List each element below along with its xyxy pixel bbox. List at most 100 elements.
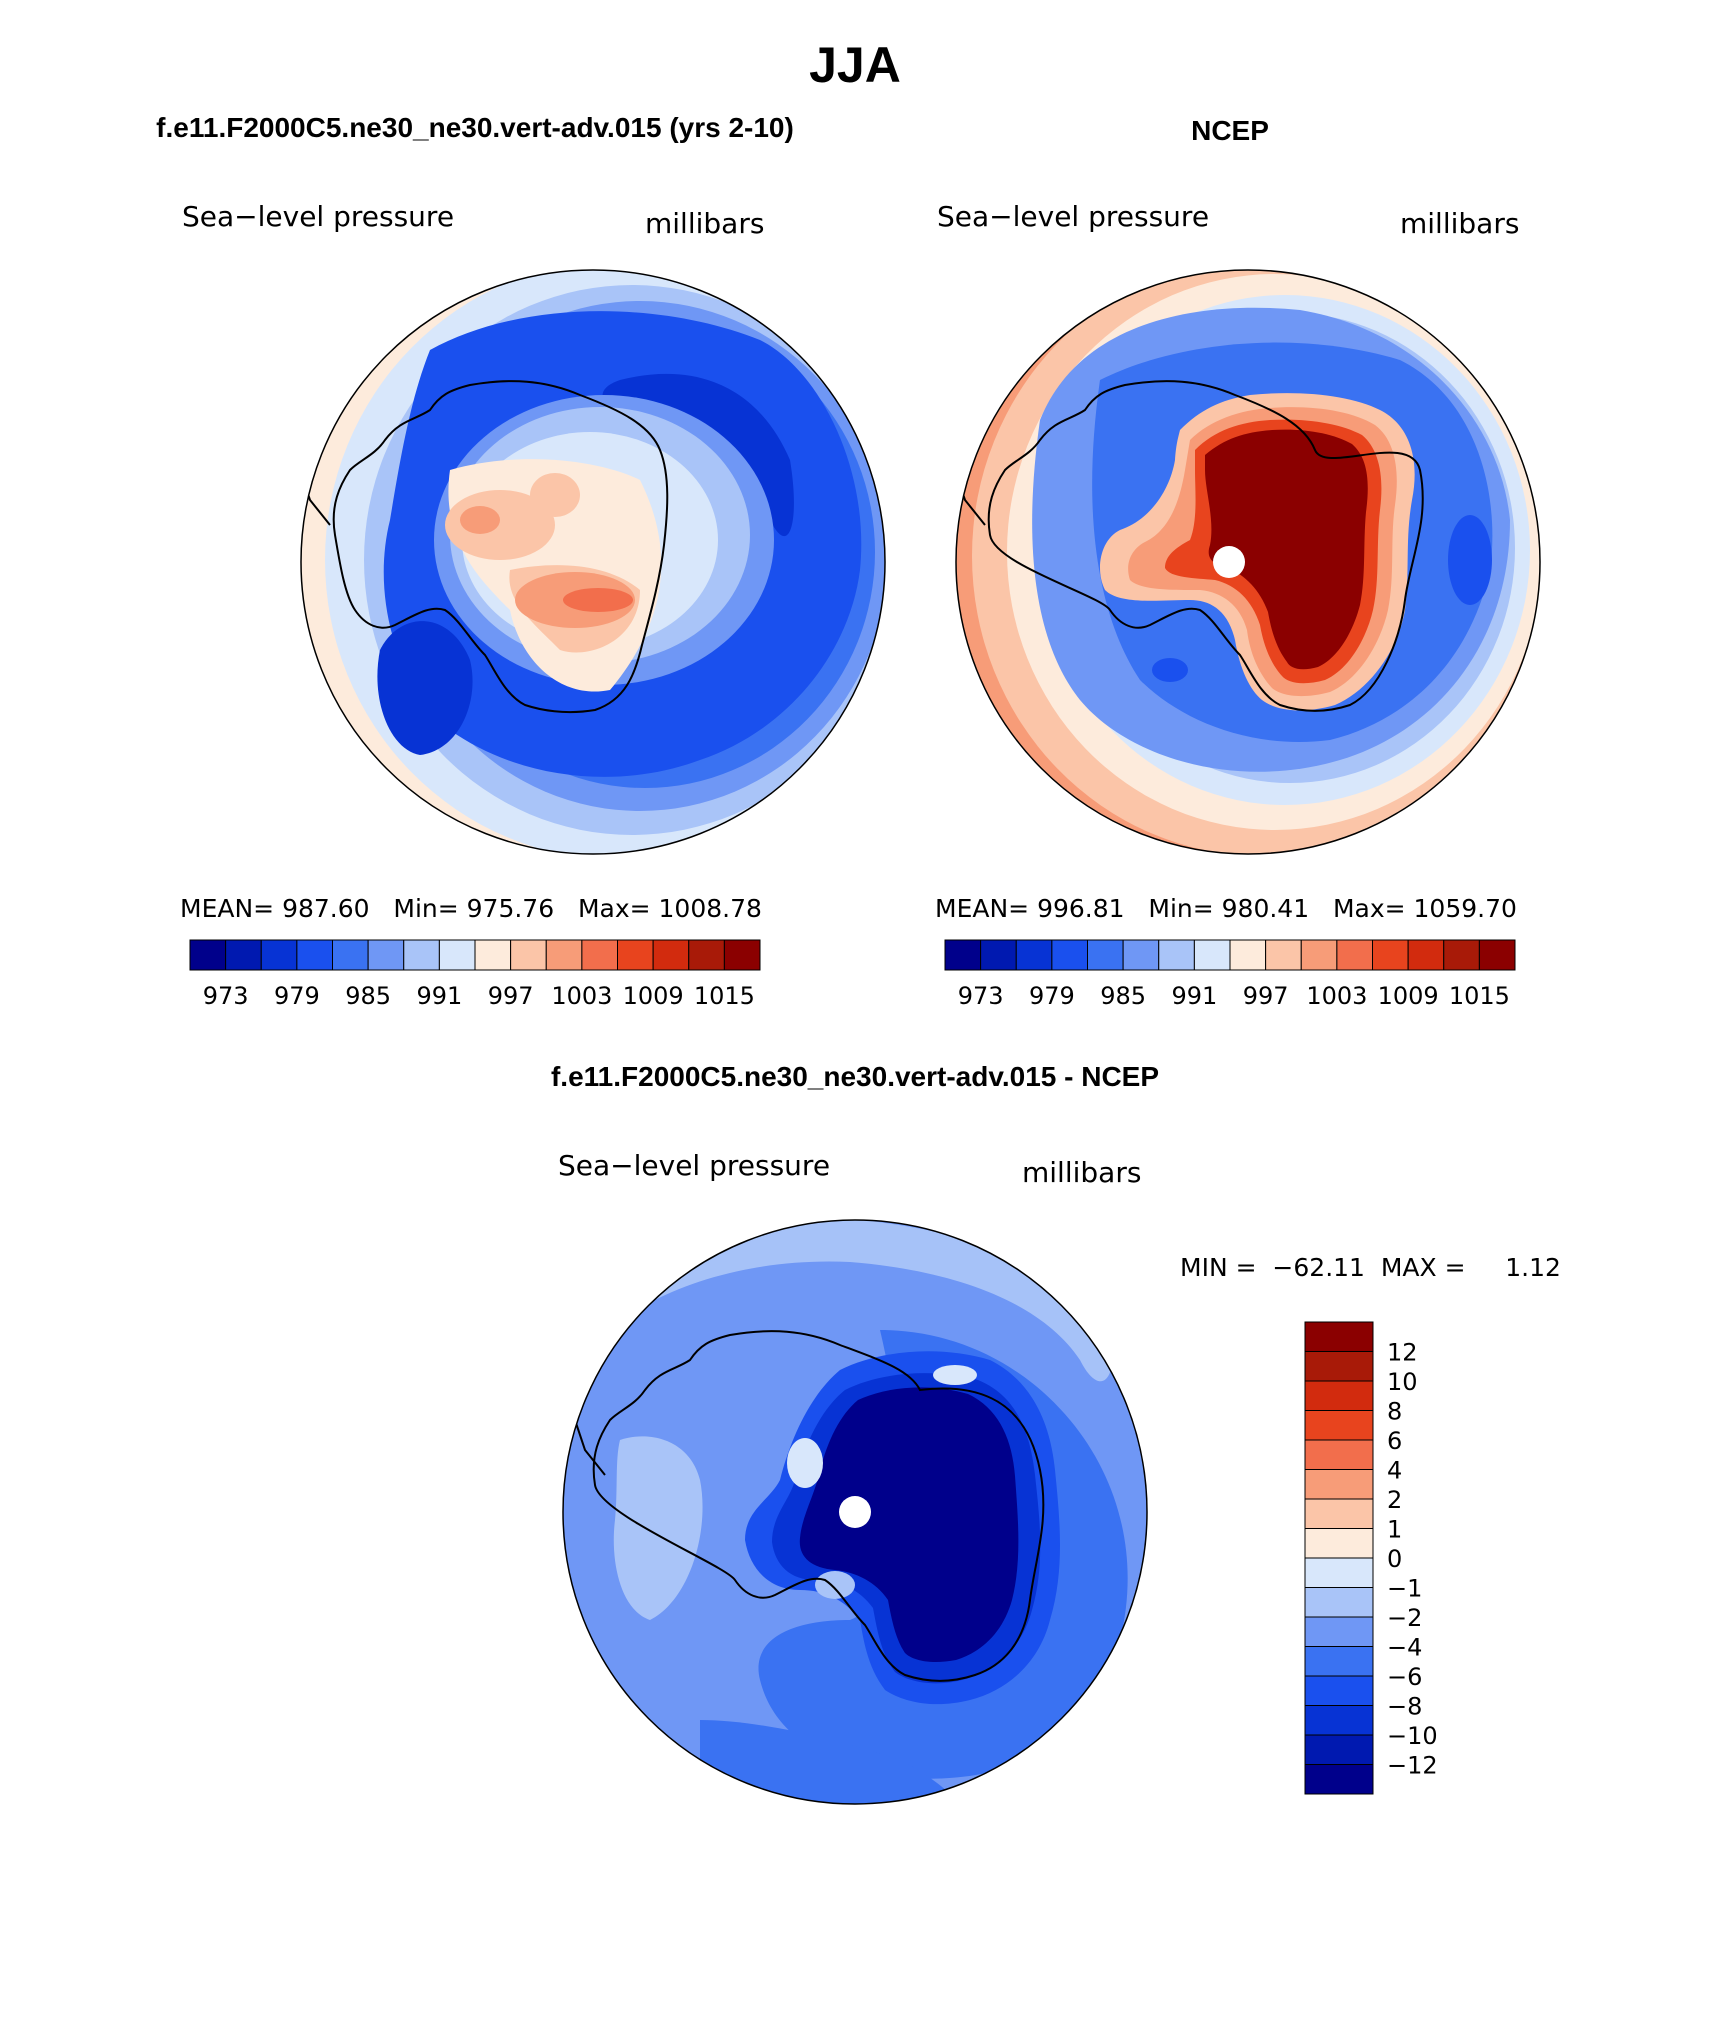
colorbar-swatch — [1304, 1734, 1374, 1765]
colorbar-swatch — [1304, 1557, 1374, 1588]
colorbar-swatch — [1304, 1616, 1374, 1647]
colorbar-tick-label: 1003 — [1306, 982, 1367, 1010]
panel-obs-map-boundary — [955, 269, 1541, 855]
colorbar-swatch — [581, 939, 618, 971]
panel-model-colorbar: 973 979 985 991 997 1003 1009 1015 — [189, 939, 761, 1010]
panel-obs-units-label: millibars — [1400, 207, 1519, 240]
panel-diff: f.e11.F2000C5.ne30_ne30.vert-adv.015 - N… — [551, 1061, 1561, 1805]
panel-diff-map — [563, 1220, 1147, 1804]
colorbar-tick-label: −12 — [1387, 1752, 1438, 1780]
colorbar-tick-label: 991 — [416, 982, 462, 1010]
colorbar-tick-label: −1 — [1387, 1575, 1422, 1603]
panel-diff-units-label: millibars — [1022, 1156, 1141, 1189]
colorbar-swatch — [1336, 939, 1373, 971]
panel-model-map-boundary — [300, 269, 886, 855]
colorbar-swatch — [1122, 939, 1160, 971]
colorbar-tick-label: 0 — [1387, 1545, 1402, 1573]
colorbar-swatch — [1229, 939, 1267, 971]
colorbar-tick-label: −2 — [1387, 1604, 1422, 1632]
colorbar-tick-label: 985 — [345, 982, 391, 1010]
colorbar-tick-label: 973 — [958, 982, 1004, 1010]
colorbar-swatch — [510, 939, 547, 971]
colorbar-tick-label: −8 — [1387, 1693, 1422, 1721]
colorbar-swatch — [723, 939, 761, 971]
colorbar-tick-label: −4 — [1387, 1634, 1422, 1662]
colorbar-tick-label: 8 — [1387, 1398, 1402, 1426]
panel-obs-header: NCEP — [1191, 115, 1269, 146]
colorbar-swatch — [1304, 1380, 1374, 1411]
colorbar-swatch — [1304, 1498, 1374, 1529]
colorbar-swatch — [1304, 1528, 1374, 1559]
panel-obs-colorbar: 973 979 985 991 997 1003 1009 1015 — [944, 939, 1516, 1010]
panel-diff-header: f.e11.F2000C5.ne30_ne30.vert-adv.015 - N… — [551, 1061, 1159, 1092]
colorbar-tick-label: −10 — [1387, 1722, 1438, 1750]
colorbar-swatch — [1304, 1675, 1374, 1706]
colorbar-swatch — [438, 939, 476, 971]
colorbar-swatch — [1193, 939, 1231, 971]
panel-obs-variable-label: Sea−level pressure — [937, 200, 1209, 233]
panel-obs: NCEP Sea−level pressure millibars MEAN= … — [935, 115, 1541, 1010]
colorbar-swatch — [296, 939, 333, 971]
panel-model-map — [301, 270, 885, 854]
colorbar-tick-label: 4 — [1387, 1457, 1402, 1485]
colorbar-swatch — [545, 939, 583, 971]
colorbar-swatch — [1304, 1705, 1374, 1736]
colorbar-tick-label: 979 — [1029, 982, 1075, 1010]
colorbar-tick-label: 12 — [1387, 1339, 1418, 1367]
colorbar-swatch — [617, 939, 654, 971]
colorbar-swatch — [1304, 1646, 1374, 1677]
colorbar-swatch — [1304, 1351, 1374, 1382]
colorbar-swatch — [1443, 939, 1480, 971]
colorbar-swatch — [1051, 939, 1088, 971]
colorbar-tick-label: 1009 — [1378, 982, 1439, 1010]
colorbar-tick-label: 985 — [1100, 982, 1146, 1010]
colorbar-swatch — [403, 939, 440, 971]
colorbar-swatch — [332, 939, 369, 971]
colorbar-tick-label: 997 — [488, 982, 534, 1010]
panel-model-variable-label: Sea−level pressure — [182, 200, 454, 233]
colorbar-swatch — [1372, 939, 1409, 971]
colorbar-swatch — [688, 939, 725, 971]
colorbar-tick-label: 991 — [1171, 982, 1217, 1010]
colorbar-swatch — [1158, 939, 1195, 971]
colorbar-swatch — [944, 939, 982, 971]
colorbar-tick-label: 973 — [203, 982, 249, 1010]
colorbar-swatch — [1304, 1321, 1374, 1352]
colorbar-tick-label: 6 — [1387, 1427, 1402, 1455]
figure-title: JJA — [809, 37, 901, 93]
panel-model: f.e11.F2000C5.ne30_ne30.vert-adv.015 (yr… — [156, 112, 886, 1010]
colorbar-swatch — [1265, 939, 1302, 971]
panel-diff-stats: MIN = −62.11 MAX = 1.12 — [1180, 1253, 1561, 1282]
panel-diff-variable-label: Sea−level pressure — [558, 1149, 830, 1182]
panel-obs-map — [956, 270, 1540, 854]
colorbar-swatch — [1015, 939, 1053, 971]
colorbar-tick-label: −6 — [1387, 1663, 1422, 1691]
panel-diff-map-boundary — [562, 1219, 1148, 1805]
colorbar-tick-label: 979 — [274, 982, 320, 1010]
colorbar-swatch — [260, 939, 298, 971]
colorbar-swatch — [474, 939, 512, 971]
panel-model-units-label: millibars — [645, 207, 764, 240]
colorbar-swatch — [225, 939, 262, 971]
colorbar-swatch — [1300, 939, 1338, 971]
colorbar-tick-label: 2 — [1387, 1486, 1402, 1514]
colorbar-tick-label: 1 — [1387, 1516, 1402, 1544]
colorbar-tick-label: 1003 — [551, 982, 612, 1010]
colorbar-swatch — [652, 939, 690, 971]
colorbar-swatch — [1304, 1439, 1374, 1470]
colorbar-swatch — [1304, 1764, 1374, 1795]
panel-model-stats: MEAN= 987.60 Min= 975.76 Max= 1008.78 — [180, 894, 762, 923]
panel-obs-stats: MEAN= 996.81 Min= 980.41 Max= 1059.70 — [935, 894, 1517, 923]
colorbar-swatch — [189, 939, 227, 971]
colorbar-swatch — [1304, 1587, 1374, 1618]
colorbar-tick-label: 1009 — [623, 982, 684, 1010]
colorbar-swatch — [1478, 939, 1516, 971]
colorbar-swatch — [980, 939, 1017, 971]
panel-model-header: f.e11.F2000C5.ne30_ne30.vert-adv.015 (yr… — [156, 112, 794, 143]
colorbar-tick-label: 1015 — [694, 982, 755, 1010]
colorbar-tick-label: 997 — [1243, 982, 1289, 1010]
colorbar-swatch — [1304, 1469, 1374, 1500]
colorbar-swatch — [1304, 1410, 1374, 1441]
colorbar-tick-label: 10 — [1387, 1368, 1418, 1396]
